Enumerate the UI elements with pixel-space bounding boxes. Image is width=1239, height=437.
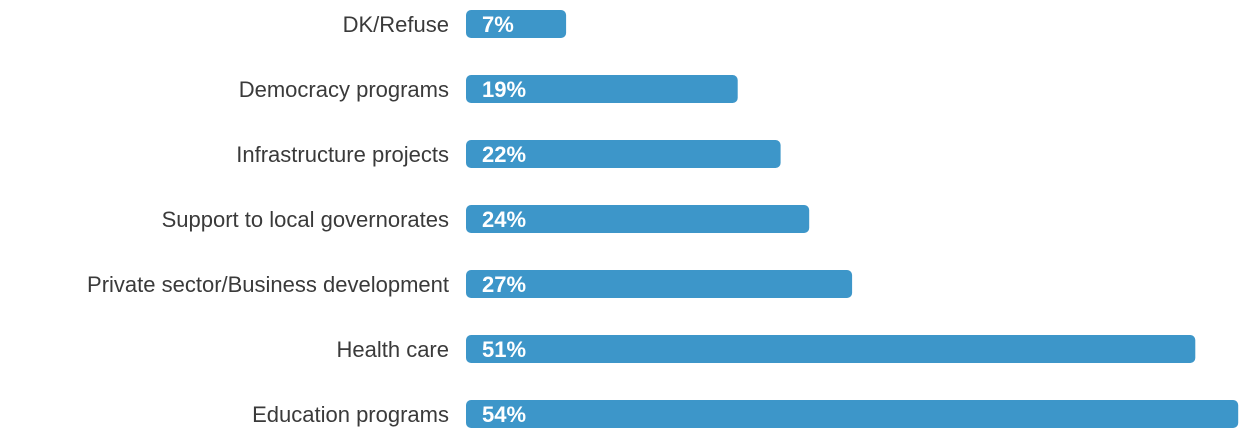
bar-support-to-local-governorates bbox=[466, 205, 810, 233]
labels-layer: DK/Refuse 7% Democracy programs 19% Infrastr… bbox=[87, 12, 526, 427]
category-label-dk-refuse: DK/Refuse bbox=[343, 12, 449, 37]
bar-health-care bbox=[466, 335, 1196, 363]
value-label-infrastructure-projects: 22% bbox=[482, 142, 526, 167]
category-label-health-care: Health care bbox=[336, 337, 449, 362]
bar-education-programs bbox=[466, 400, 1239, 428]
category-label-private-sector-business-development: Private sector/Business development bbox=[87, 272, 449, 297]
value-label-dk-refuse: 7% bbox=[482, 12, 514, 37]
value-label-health-care: 51% bbox=[482, 337, 526, 362]
value-label-support-to-local-governorates: 24% bbox=[482, 207, 526, 232]
value-label-democracy-programs: 19% bbox=[482, 77, 526, 102]
category-label-education-programs: Education programs bbox=[252, 402, 449, 427]
value-label-private-sector-business-development: 27% bbox=[482, 272, 526, 297]
bar-private-sector-business-development bbox=[466, 270, 853, 298]
bar-dk-refuse bbox=[466, 10, 567, 38]
bars-layer bbox=[466, 10, 1239, 428]
bar-infrastructure-projects bbox=[466, 140, 781, 168]
value-label-education-programs: 54% bbox=[482, 402, 526, 427]
category-label-support-to-local-governorates: Support to local governorates bbox=[162, 207, 449, 232]
category-label-infrastructure-projects: Infrastructure projects bbox=[236, 142, 449, 167]
bar-democracy-programs bbox=[466, 75, 738, 103]
category-label-democracy-programs: Democracy programs bbox=[239, 77, 449, 102]
